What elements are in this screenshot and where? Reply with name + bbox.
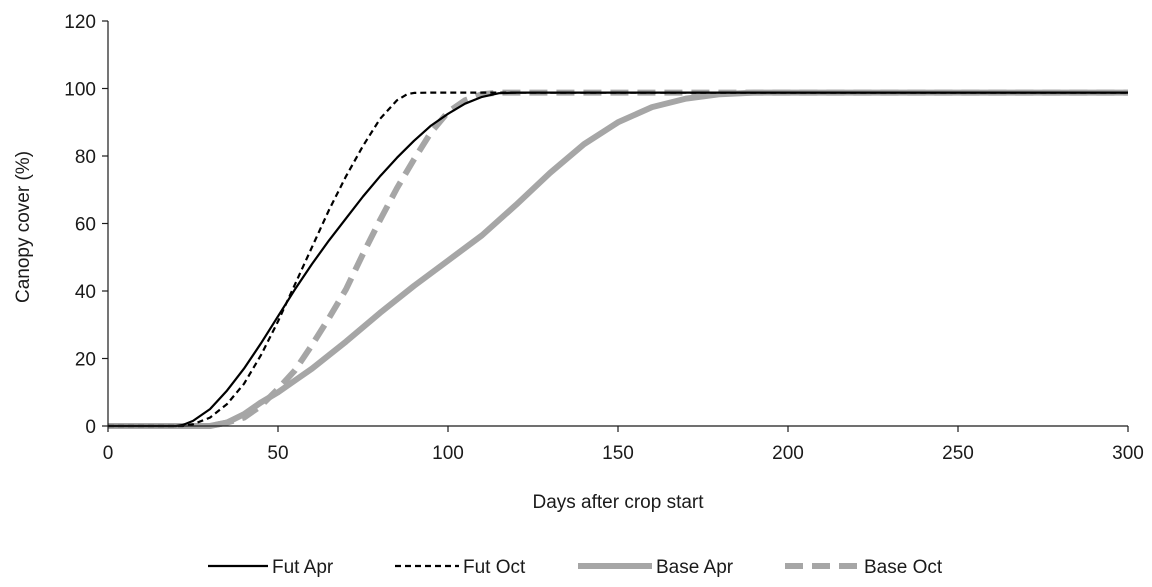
legend-label-base-oct: Base Oct [864,557,943,578]
y-tick-label: 100 [64,80,96,101]
y-tick-label: 60 [75,215,96,236]
axes: 0 20 40 60 80 100 120 0 50 100 150 200 250 300 [64,12,1144,464]
x-tick-label: 250 [942,443,974,464]
series-line-base-oct [108,89,1128,429]
legend-label-fut-oct: Fut Oct [463,557,526,578]
y-axis-title: Canopy cover (%) [13,151,34,303]
x-axis-title: Days after crop start [532,492,704,513]
x-tick-label: 50 [267,443,288,464]
plot-area [108,89,1128,429]
x-tick-label: 100 [432,443,464,464]
y-tick-label: 120 [64,12,96,33]
y-tick-label: 80 [75,147,96,168]
y-tick-label: 40 [75,282,96,303]
series-line-fut-oct [108,91,1128,428]
legend-label-base-apr: Base Apr [656,557,734,578]
x-tick-label: 0 [103,443,114,464]
x-tick-label: 300 [1112,443,1144,464]
x-tick-label: 150 [602,443,634,464]
legend: Fut Apr Fut Oct Base Apr Base Oct [208,557,943,578]
y-tick-label: 0 [85,417,96,438]
legend-label-fut-apr: Fut Apr [272,557,334,578]
x-tick-label: 200 [772,443,804,464]
series-line-fut-apr [108,91,1128,428]
series-line-base-apr [108,89,1128,429]
y-tick-label: 20 [75,350,96,371]
